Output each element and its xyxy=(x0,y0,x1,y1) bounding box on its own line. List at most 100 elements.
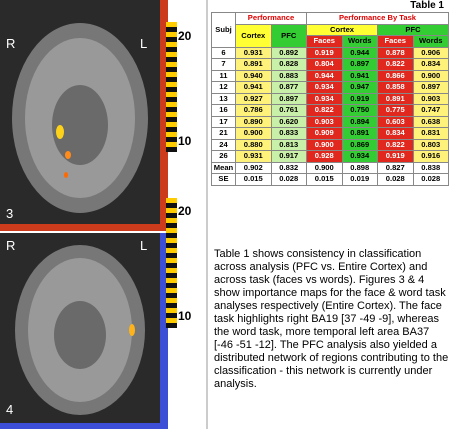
value-cell: 0.804 xyxy=(307,59,343,71)
colorbar xyxy=(166,293,177,298)
row-label: Mean xyxy=(212,162,236,174)
colorbar xyxy=(166,258,177,263)
value-cell: 0.747 xyxy=(413,105,449,117)
header-cell: Cortex xyxy=(236,24,272,47)
value-cell: 0.750 xyxy=(342,105,378,117)
colorbar xyxy=(166,37,177,42)
value-cell: 0.019 xyxy=(342,174,378,186)
value-cell: 0.941 xyxy=(342,70,378,82)
row-label: 6 xyxy=(212,47,236,59)
value-cell: 0.028 xyxy=(378,174,414,186)
value-cell: 0.015 xyxy=(307,174,343,186)
colorbar xyxy=(166,97,177,102)
value-cell: 0.934 xyxy=(307,82,343,94)
value-cell: 0.919 xyxy=(378,151,414,163)
value-cell: 0.028 xyxy=(413,174,449,186)
value-cell: 0.828 xyxy=(271,59,307,71)
colorbar xyxy=(166,323,177,328)
value-cell: 0.900 xyxy=(236,128,272,140)
value-cell: 0.927 xyxy=(236,93,272,105)
value-cell: 0.834 xyxy=(413,59,449,71)
value-cell: 0.934 xyxy=(342,151,378,163)
colorbar xyxy=(166,32,177,37)
value-cell: 0.878 xyxy=(378,47,414,59)
colorbar xyxy=(166,72,177,77)
value-cell: 0.944 xyxy=(307,70,343,82)
value-cell: 0.944 xyxy=(342,47,378,59)
page: {"figures":[{"left":"R","right":"L","num… xyxy=(0,0,450,429)
row-label: 11 xyxy=(212,70,236,82)
colorbar xyxy=(166,218,177,223)
colorbar xyxy=(166,263,177,268)
value-cell: 0.028 xyxy=(271,174,307,186)
row-label: 16 xyxy=(212,105,236,117)
row-label: SE xyxy=(212,174,236,186)
colorbar xyxy=(166,57,177,62)
scale-label: 20 xyxy=(178,204,192,218)
side-label: R xyxy=(6,238,15,253)
colorbar xyxy=(166,42,177,47)
value-cell: 0.903 xyxy=(307,116,343,128)
value-cell: 0.902 xyxy=(236,162,272,174)
colorbar xyxy=(166,127,177,132)
value-cell: 0.891 xyxy=(236,59,272,71)
value-cell: 0.906 xyxy=(413,47,449,59)
activation xyxy=(65,151,71,159)
colorbar xyxy=(166,87,177,92)
value-cell: 0.894 xyxy=(342,116,378,128)
scale-label: 10 xyxy=(178,309,192,323)
caption: Table 1 shows consistency in classificat… xyxy=(214,248,450,391)
header-cell: Words xyxy=(342,36,378,48)
row-label: 26 xyxy=(212,151,236,163)
value-cell: 0.761 xyxy=(271,105,307,117)
value-cell: 0.883 xyxy=(271,70,307,82)
colorbar xyxy=(166,102,177,107)
value-cell: 0.931 xyxy=(236,151,272,163)
header-cell: Performance By Task xyxy=(307,13,449,25)
brain-shape xyxy=(52,85,108,165)
colorbar xyxy=(166,243,177,248)
value-cell: 0.900 xyxy=(413,70,449,82)
value-cell: 0.832 xyxy=(271,162,307,174)
value-cell: 0.858 xyxy=(378,82,414,94)
colorbar xyxy=(166,198,177,203)
value-cell: 0.869 xyxy=(342,139,378,151)
colorbar xyxy=(166,308,177,313)
value-cell: 0.900 xyxy=(307,139,343,151)
colorbar xyxy=(166,288,177,293)
value-cell: 0.917 xyxy=(271,151,307,163)
value-cell: 0.833 xyxy=(271,128,307,140)
value-cell: 0.838 xyxy=(413,162,449,174)
colorbar xyxy=(166,92,177,97)
value-cell: 0.931 xyxy=(236,47,272,59)
colorbar xyxy=(166,147,177,152)
value-cell: 0.803 xyxy=(413,139,449,151)
value-cell: 0.880 xyxy=(236,139,272,151)
value-cell: 0.890 xyxy=(236,116,272,128)
figure-number: 4 xyxy=(6,402,13,417)
colorbar xyxy=(166,112,177,117)
colorbar xyxy=(166,208,177,213)
value-cell: 0.638 xyxy=(413,116,449,128)
value-cell: 0.866 xyxy=(378,70,414,82)
colorbar xyxy=(166,268,177,273)
colorbar xyxy=(166,283,177,288)
row-label: 21 xyxy=(212,128,236,140)
value-cell: 0.891 xyxy=(378,93,414,105)
results-table: Subj Performance Performance By Task Cor… xyxy=(211,12,449,186)
activation xyxy=(129,324,135,336)
value-cell: 0.822 xyxy=(378,139,414,151)
header-cell: Subj xyxy=(212,13,236,48)
value-cell: 0.928 xyxy=(307,151,343,163)
colorbar xyxy=(166,303,177,308)
header-cell: PFC xyxy=(271,24,307,47)
colorbar xyxy=(166,233,177,238)
value-cell: 0.813 xyxy=(271,139,307,151)
value-cell: 0.897 xyxy=(342,59,378,71)
value-cell: 0.620 xyxy=(271,116,307,128)
scale-label: 10 xyxy=(178,134,192,148)
colorbar xyxy=(166,213,177,218)
colorbar xyxy=(166,298,177,303)
value-cell: 0.822 xyxy=(378,59,414,71)
value-cell: 0.827 xyxy=(378,162,414,174)
